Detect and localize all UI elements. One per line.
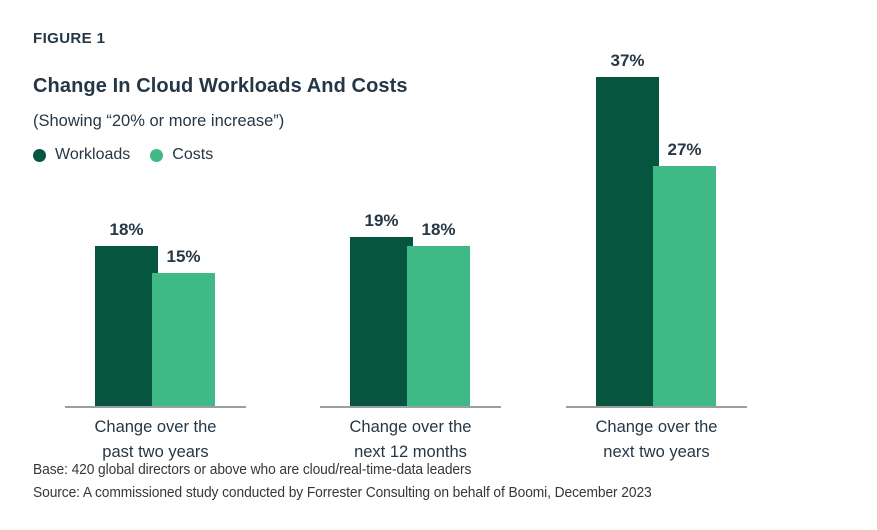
category-label: Change over the next 12 months	[349, 418, 472, 461]
footer-base-note: Base: 420 global directors or above who …	[33, 461, 472, 478]
legend-label: Workloads	[55, 146, 131, 163]
bar-workloads	[95, 246, 158, 407]
legend-label: Costs	[172, 146, 214, 163]
legend-dot-workloads-icon	[33, 148, 46, 162]
bar-group: 19% 18% Change over the next 12 months	[320, 0, 501, 530]
legend-item-workloads: Workloads	[33, 146, 130, 164]
legend-dot-costs-icon	[150, 148, 164, 162]
bar-group: 18% 15% Change over the past two years	[65, 0, 246, 530]
axis-line	[566, 406, 747, 408]
value-label: 15%	[166, 247, 201, 266]
figure-label: FIGURE 1	[33, 30, 106, 47]
footer: Base: 420 global directors or above who …	[33, 459, 652, 504]
value-label: 18%	[109, 220, 144, 239]
value-label: 18%	[421, 220, 456, 239]
value-label: 19%	[364, 211, 399, 230]
value-label: 27%	[667, 140, 702, 159]
footer-source-note: Source: A commissioned study conducted b…	[33, 483, 652, 501]
bar-workloads	[350, 237, 413, 407]
chart-title: Change In Cloud Workloads And Costs	[33, 75, 408, 97]
axis-line	[65, 406, 246, 408]
bar-costs	[653, 166, 716, 407]
category-label: Change over the past two years	[94, 418, 217, 461]
axis-line	[320, 406, 501, 408]
value-label: 37%	[610, 51, 645, 70]
category-label: Change over the next two years	[595, 418, 718, 461]
bar-costs	[407, 246, 470, 407]
bar-group: 37% 27% Change over the next two years	[566, 0, 747, 530]
chart-subtitle: (Showing “20% or more increase”)	[33, 112, 285, 130]
bar-costs	[152, 273, 215, 407]
bar-workloads	[596, 77, 659, 407]
legend-item-costs: Costs	[150, 146, 213, 164]
legend: Workloads Costs	[33, 146, 213, 164]
